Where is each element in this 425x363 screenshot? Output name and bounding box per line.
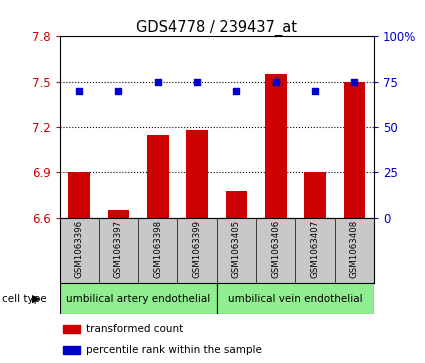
Bar <box>68 172 90 218</box>
Text: GSM1063398: GSM1063398 <box>153 220 162 278</box>
Point <box>351 79 358 85</box>
Text: ▶: ▶ <box>32 294 41 303</box>
Text: GSM1063407: GSM1063407 <box>311 220 320 278</box>
Text: umbilical vein endothelial: umbilical vein endothelial <box>228 294 363 303</box>
Text: percentile rank within the sample: percentile rank within the sample <box>86 345 262 355</box>
Point <box>76 88 82 94</box>
Bar <box>265 74 286 218</box>
Title: GDS4778 / 239437_at: GDS4778 / 239437_at <box>136 20 297 36</box>
Text: GSM1063406: GSM1063406 <box>271 220 280 278</box>
Bar <box>186 130 208 218</box>
Bar <box>60 283 217 314</box>
Text: transformed count: transformed count <box>86 324 184 334</box>
Bar <box>217 283 374 314</box>
Point <box>272 79 279 85</box>
Bar <box>147 135 169 218</box>
Bar <box>226 191 247 218</box>
Point <box>233 88 240 94</box>
Text: GSM1063399: GSM1063399 <box>193 220 201 278</box>
Text: GSM1063408: GSM1063408 <box>350 220 359 278</box>
Text: cell type: cell type <box>2 294 47 303</box>
Bar <box>304 172 326 218</box>
Point <box>154 79 161 85</box>
Point <box>312 88 318 94</box>
Text: GSM1063396: GSM1063396 <box>75 220 84 278</box>
Point <box>115 88 122 94</box>
Bar <box>343 82 365 218</box>
Bar <box>62 346 80 354</box>
Bar <box>108 210 129 218</box>
Text: GSM1063397: GSM1063397 <box>114 220 123 278</box>
Bar <box>62 325 80 333</box>
Text: umbilical artery endothelial: umbilical artery endothelial <box>66 294 210 303</box>
Text: GSM1063405: GSM1063405 <box>232 220 241 278</box>
Point <box>194 79 201 85</box>
